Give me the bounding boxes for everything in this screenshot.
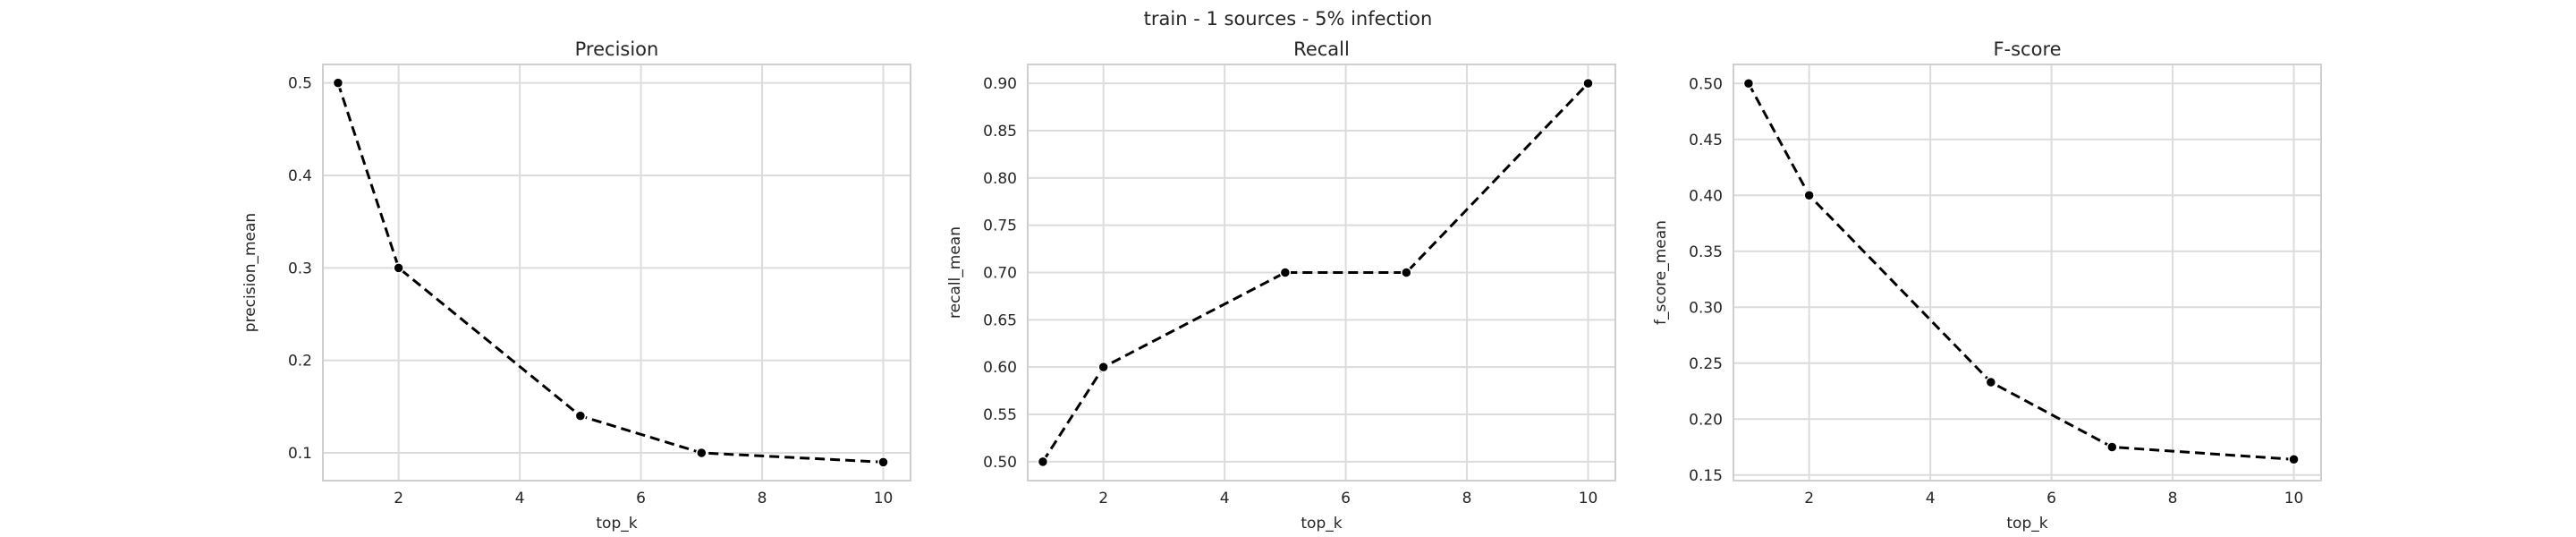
x-tick-label: 8: [2168, 490, 2178, 507]
x-tick-label: 2: [1098, 490, 1108, 507]
x-tick-label: 8: [1462, 490, 1472, 507]
data-point: [1037, 456, 1049, 468]
series-line: [336, 82, 884, 464]
plot-frame: [1027, 64, 1616, 482]
data-point: [1582, 77, 1594, 90]
y-axis-label: recall_mean: [946, 226, 964, 319]
y-tick-label: 0.40: [1689, 187, 1723, 205]
data-point: [1803, 190, 1815, 201]
subplots: 2 4 6 8 10 0.1 0.2 0.3 0.4 0.5 Precision top_k preci…: [242, 38, 2322, 533]
data-point: [1742, 78, 1755, 90]
data-point: [393, 262, 404, 274]
data-point: [332, 77, 344, 89]
x-tick-label: 10: [874, 490, 894, 507]
y-tick-label: 0.60: [983, 359, 1017, 377]
y-tick-label: 0.20: [1689, 411, 1723, 429]
plot-title: Precision: [575, 38, 659, 60]
data-point: [1985, 376, 1997, 388]
y-tick-label: 0.45: [1689, 132, 1723, 149]
x-tick-label: 4: [1220, 490, 1230, 507]
x-tick-label: 4: [515, 490, 525, 507]
y-tick-label: 0.3: [288, 260, 312, 277]
plot-title: Recall: [1293, 38, 1350, 60]
y-tick-label: 0.15: [1689, 467, 1723, 485]
plot-title: F-score: [1993, 38, 2061, 60]
x-axis-label: top_k: [2006, 515, 2047, 533]
y-tick-label: 0.25: [1689, 355, 1723, 373]
y-tick-label: 0.80: [983, 170, 1017, 188]
plot-frame: [322, 64, 911, 482]
grid: [1733, 64, 2321, 481]
figure-title: train - 1 sources - 5% infection: [1144, 8, 1433, 30]
x-tick-label: 2: [394, 490, 403, 507]
data-point: [2288, 454, 2300, 465]
x-axis-label: top_k: [596, 515, 637, 533]
data-point: [2106, 441, 2118, 453]
data-point: [1279, 267, 1292, 278]
y-tick-label: 0.85: [983, 123, 1017, 141]
y-tick-label: 0.50: [983, 454, 1017, 472]
y-tick-label: 0.1: [288, 445, 312, 463]
x-tick-label: 6: [1341, 490, 1351, 507]
x-tick-label: 10: [2284, 490, 2304, 507]
y-tick-label: 0.70: [983, 265, 1017, 283]
grid: [1028, 64, 1615, 481]
data-point: [1097, 361, 1109, 373]
subplot-recall: 2 4 6 8 10 0.50 0.55 0.60 0.65 0.70 0.75 0.80 0.85 0.…: [946, 38, 1616, 533]
y-axis-label: f_score_mean: [1652, 220, 1670, 325]
x-tick-label: 4: [1926, 490, 1936, 507]
y-tick-label: 0.65: [983, 311, 1017, 329]
data-point: [1401, 267, 1412, 278]
y-tick-label: 0.75: [983, 217, 1017, 235]
x-tick-label: 8: [758, 490, 767, 507]
x-tick-label: 10: [1579, 490, 1598, 507]
subplot-f-score: 2 4 6 8 10 0.15 0.20 0.25 0.30 0.35 0.40 0.45 0.50 F-…: [1652, 38, 2322, 533]
y-tick-label: 0.30: [1689, 299, 1723, 317]
subplot-precision: 2 4 6 8 10 0.1 0.2 0.3 0.4 0.5 Precision top_k preci…: [242, 38, 911, 533]
x-axis-label: top_k: [1301, 515, 1342, 533]
x-tick-label: 2: [1804, 490, 1814, 507]
grid: [323, 64, 911, 481]
y-tick-label: 0.4: [288, 167, 312, 185]
data-point: [696, 447, 708, 459]
y-tick-label: 0.35: [1689, 243, 1723, 261]
x-tick-label: 6: [2046, 490, 2056, 507]
series-line: [1041, 82, 1589, 463]
x-tick-label: 6: [636, 490, 646, 507]
y-tick-label: 0.90: [983, 75, 1017, 93]
y-tick-label: 0.5: [288, 75, 312, 93]
y-tick-label: 0.50: [1689, 75, 1723, 93]
plot-frame: [1733, 64, 2322, 482]
data-point: [877, 456, 889, 468]
data-point: [574, 410, 587, 422]
y-axis-label: precision_mean: [242, 213, 259, 332]
y-tick-label: 0.55: [983, 406, 1017, 424]
y-tick-label: 0.2: [288, 353, 312, 371]
